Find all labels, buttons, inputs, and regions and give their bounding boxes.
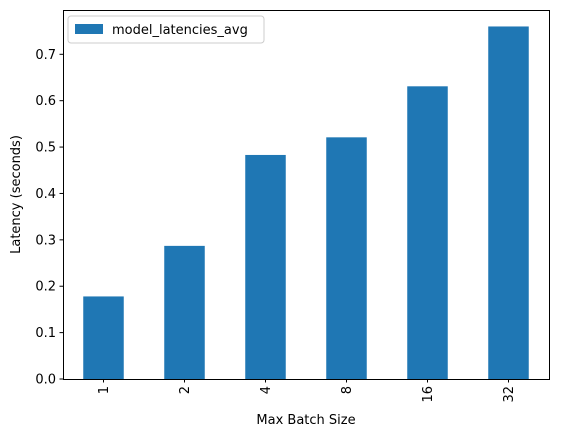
x-tick-label: 2: [178, 386, 193, 394]
y-tick-label: 0.4: [35, 187, 56, 202]
y-tick-label: 0.1: [35, 326, 56, 341]
y-tick-label: 0.0: [35, 373, 56, 388]
x-tick-label: 16: [421, 386, 436, 403]
y-tick-label: 0.2: [35, 280, 56, 295]
y-axis-label: Latency (seconds): [9, 135, 24, 254]
bar-2: [164, 245, 205, 379]
x-axis-label: Max Batch Size: [256, 413, 355, 428]
y-axis: 0.0 0.1 0.2 0.3 0.4 0.5 0.6 0.7: [35, 48, 63, 388]
bar-8: [326, 137, 367, 379]
legend: model_latencies_avg: [67, 15, 265, 44]
legend-box: [67, 15, 265, 44]
bar-16: [407, 86, 448, 379]
bar-32: [488, 26, 529, 379]
y-tick-label: 0.3: [35, 233, 56, 248]
plot-frame: [63, 10, 550, 380]
x-axis: 1 2 4 8 16 32: [97, 379, 517, 403]
x-tick-label: 1: [97, 386, 112, 394]
y-tick-label: 0.5: [35, 141, 56, 156]
x-tick-label: 8: [340, 386, 355, 394]
legend-swatch: [75, 24, 103, 34]
x-tick-label: 32: [502, 386, 517, 403]
x-tick-label: 4: [259, 386, 274, 394]
bars-layer: [83, 26, 529, 379]
y-tick-label: 0.6: [35, 94, 56, 109]
y-tick-label: 0.7: [35, 48, 56, 63]
bar-4: [245, 154, 286, 379]
bar-1: [83, 296, 124, 379]
legend-label: model_latencies_avg: [112, 23, 248, 38]
